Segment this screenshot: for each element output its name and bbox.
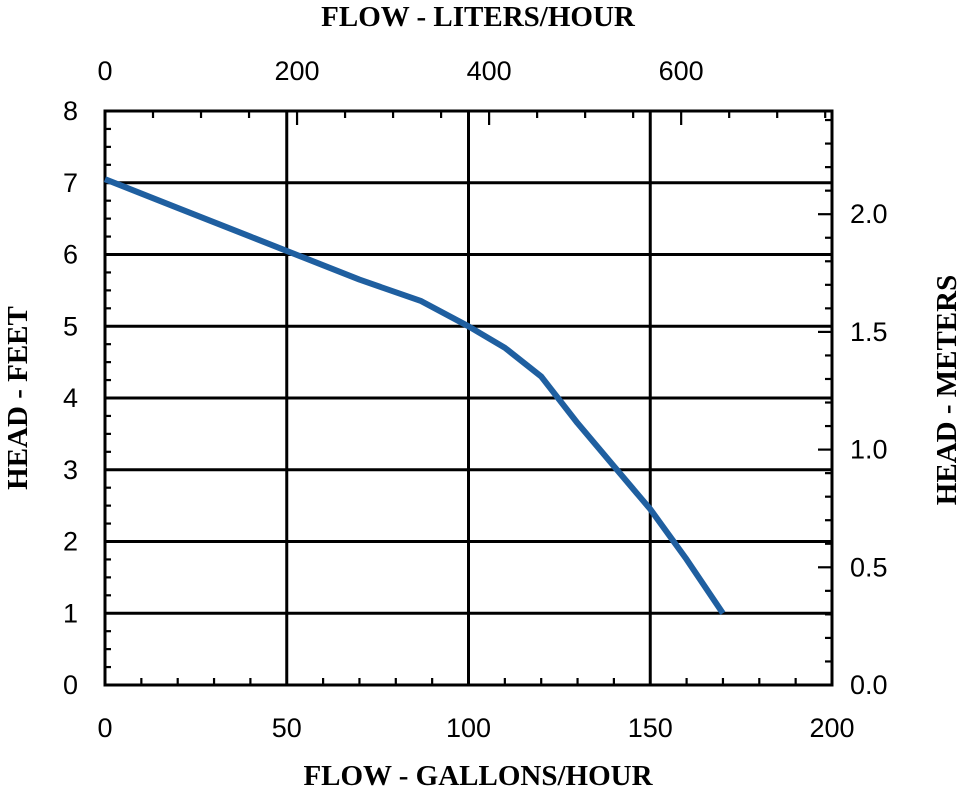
axis-ticks [103, 109, 834, 687]
y-tick-label: 1 [63, 598, 78, 628]
y-right-tick-label: 1.5 [850, 317, 888, 347]
y-right-tick-label: 0.5 [850, 552, 888, 582]
x-tick-label: 50 [272, 713, 302, 743]
grid-lines [105, 111, 832, 685]
y-tick-label: 6 [63, 240, 78, 270]
x-axis-title: FLOW - GALLONS/HOUR [303, 760, 653, 792]
y-axis-title: HEAD - FEET [2, 306, 34, 490]
x-tick-label: 200 [809, 713, 854, 743]
y-tick-label: 8 [63, 96, 78, 126]
y-tick-label: 2 [63, 527, 78, 557]
x-top-tick-label: 400 [467, 56, 512, 86]
y-tick-label: 0 [63, 670, 78, 700]
y-tick-label: 5 [63, 311, 78, 341]
x-top-tick-label: 200 [275, 56, 320, 86]
y-right-tick-label: 1.0 [850, 435, 888, 465]
y-tick-label: 4 [63, 383, 78, 413]
x-tick-label: 150 [628, 713, 673, 743]
right-y-axis-title: HEAD - METERS [931, 275, 960, 505]
y-tick-label: 3 [63, 455, 78, 485]
series-line [103, 176, 726, 615]
y-right-tick-label: 0.0 [850, 670, 888, 700]
y-right-tick-label: 2.0 [850, 199, 888, 229]
x-tick-label: 0 [97, 713, 112, 743]
x-tick-label: 100 [446, 713, 491, 743]
x-top-tick-label: 600 [659, 56, 704, 86]
series-layer [103, 176, 726, 615]
top-axis-title: FLOW - LITERS/HOUR [321, 1, 636, 33]
y-tick-label: 7 [63, 168, 78, 198]
x-top-tick-label: 0 [97, 56, 112, 86]
